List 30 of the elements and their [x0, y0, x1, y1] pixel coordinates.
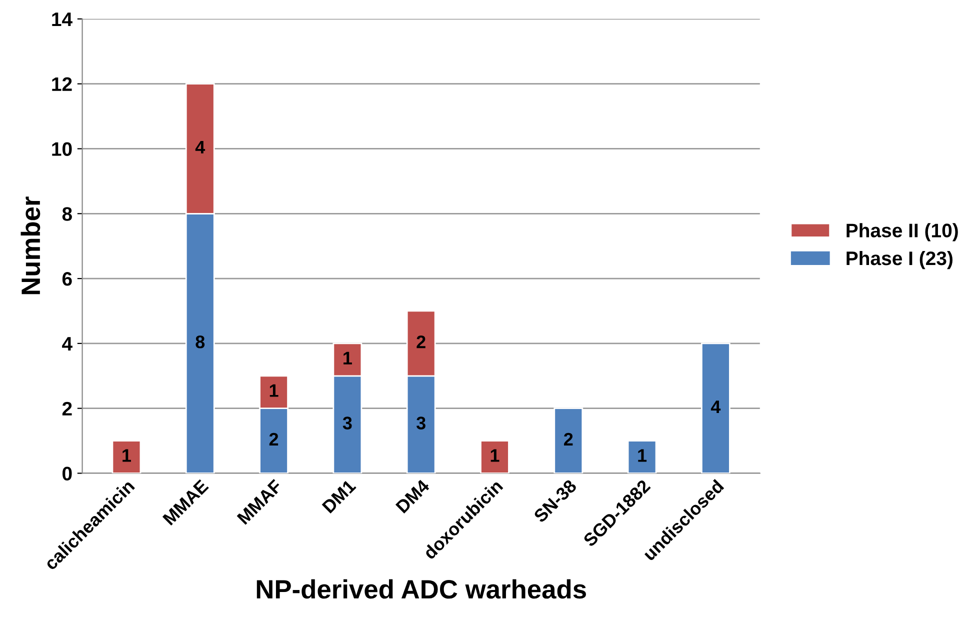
y-tick-label: 14 — [52, 12, 72, 26]
y-tick-label: 2 — [62, 402, 72, 416]
data-label: 8 — [196, 336, 205, 348]
data-label: 1 — [638, 449, 647, 462]
y-tick-label: 4 — [62, 337, 72, 350]
bar — [480, 440, 510, 474]
data-label: 3 — [416, 416, 426, 430]
y-tick-label: 12 — [52, 77, 72, 91]
bar — [701, 342, 730, 474]
legend-label: Phase I (23) — [846, 250, 952, 270]
data-label: 4 — [195, 140, 206, 154]
y-tick-label: 0 — [62, 466, 72, 480]
data-label: 1 — [270, 384, 278, 397]
y-tick-label: 10 — [52, 142, 72, 156]
data-label: 1 — [344, 352, 352, 364]
data-label: 2 — [269, 432, 278, 446]
data-label: 1 — [490, 449, 500, 462]
y-tick-label: 6 — [62, 272, 72, 286]
bar — [627, 440, 657, 474]
bar — [554, 408, 584, 474]
y-axis-title: Number — [20, 196, 40, 294]
data-label: 4 — [710, 400, 721, 414]
data-label: 1 — [122, 449, 131, 462]
bar — [112, 440, 142, 474]
y-tick-label: 8 — [62, 207, 72, 221]
data-label: 3 — [342, 416, 352, 430]
x-axis-title: NP-derived ADC warheads — [256, 579, 586, 599]
data-label: 2 — [564, 432, 573, 446]
data-label: 2 — [416, 336, 426, 348]
legend-label: Phase II (10) — [846, 223, 958, 242]
